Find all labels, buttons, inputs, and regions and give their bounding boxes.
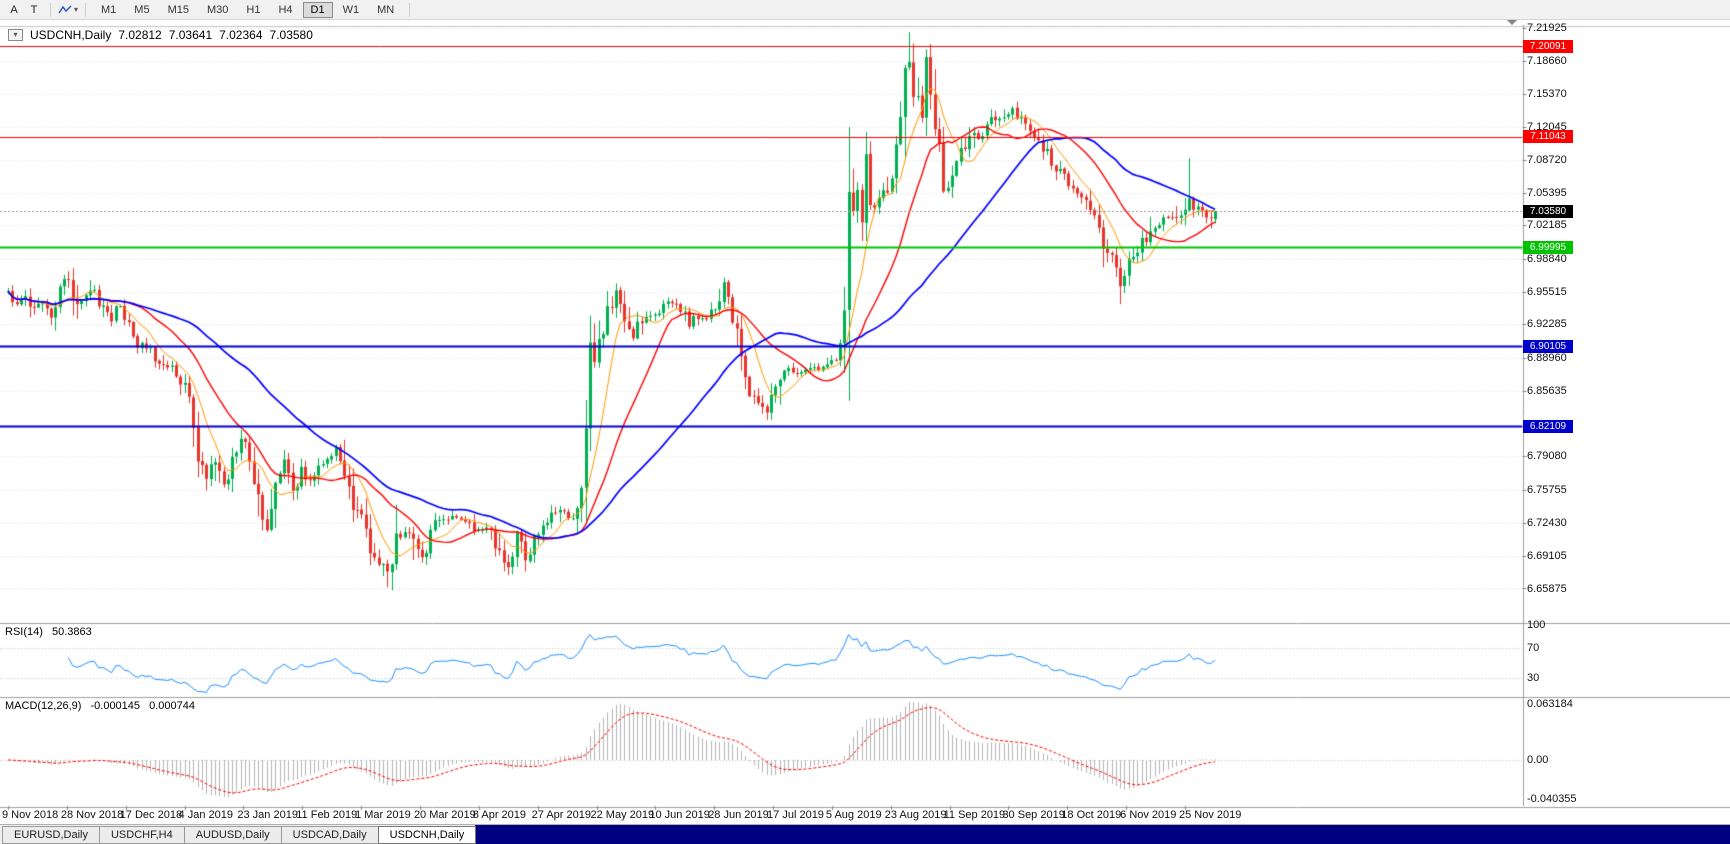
- chart-tab-usdcad[interactable]: USDCAD,Daily: [280, 826, 379, 844]
- timeframe-m15-button[interactable]: M15: [167, 3, 189, 16]
- macd-main-value: -0.000145: [90, 700, 141, 712]
- chart-tab-usdcnh[interactable]: USDCNH,Daily: [377, 826, 477, 844]
- price-axis-label: 6.92285: [1527, 318, 1567, 331]
- date-axis-label: 20 Mar 2019: [413, 809, 476, 821]
- macd-signal-value: 0.000744: [149, 700, 195, 712]
- rsi-value: 50.3863: [51, 626, 92, 638]
- price-axis-label: 7.05395: [1527, 187, 1567, 200]
- date-axis-label: 1 Mar 2019: [355, 809, 411, 821]
- date-axis-label: 5 Aug 2019: [825, 809, 882, 821]
- date-axis-label: 10 Jun 2019: [649, 809, 710, 821]
- macd-scale-label: 0.00: [1527, 754, 1549, 766]
- price-axis-label: 7.15370: [1527, 87, 1567, 100]
- date-axis-label: 27 Apr 2019: [531, 809, 591, 821]
- date-axis-label: 25 Nov 2019: [1179, 809, 1242, 821]
- date-axis-label: 17 Dec 2018: [119, 809, 183, 821]
- date-axis-label: 22 May 2019: [590, 809, 655, 821]
- price-axis-label: 6.88960: [1527, 351, 1567, 364]
- price-axis-label: 7.12045: [1527, 120, 1567, 133]
- price-axis-label: 7.21925: [1527, 22, 1567, 34]
- date-axis-label: 23 Aug 2019: [884, 809, 947, 821]
- zigzag-icon: [58, 5, 72, 13]
- timeframe-m30-button[interactable]: M30: [206, 3, 229, 16]
- chart-tabs: EURUSD,Daily USDCHF,H4 AUDUSD,Daily USDCAD,…: [0, 825, 477, 844]
- cursor-mode-button[interactable]: ▾: [57, 1, 79, 18]
- date-axis-label: 4 Jan 2019: [178, 809, 233, 821]
- price-axis-label: 6.75755: [1527, 483, 1567, 496]
- level-price-badge: 7.20091: [1523, 39, 1573, 53]
- rsi-name: RSI(14): [5, 626, 43, 638]
- rsi-scale-label: 70: [1527, 641, 1540, 654]
- timeframe-m5-button[interactable]: M5: [134, 3, 150, 16]
- date-axis-label: 28 Jun 2019: [708, 809, 769, 821]
- timeframe-m1-button[interactable]: M1: [101, 3, 117, 16]
- timeframe-h4-button[interactable]: H4: [278, 3, 293, 16]
- date-axis-label: 18 Oct 2019: [1061, 809, 1122, 821]
- timeframe-d1-button[interactable]: D1: [302, 1, 333, 18]
- date-axis-label: 8 Apr 2019: [472, 809, 527, 821]
- one-click-trading-toggle[interactable]: ▾: [8, 29, 23, 41]
- level-price-badge: 6.90105: [1523, 339, 1573, 353]
- chart-title: ▾ USDCNH,Daily 7.02812 7.03641 7.02364 7…: [8, 28, 313, 42]
- rsi-scale-label: 100: [1527, 619, 1546, 631]
- date-axis-label: 11 Feb 2019: [296, 809, 358, 821]
- timeframe-h1-button[interactable]: H1: [246, 3, 261, 16]
- level-price-badge: 6.99995: [1523, 240, 1573, 254]
- date-axis-label: 11 Sep 2019: [943, 809, 1006, 821]
- price-axis-label: 6.95515: [1527, 286, 1567, 299]
- chart-tabbar: EURUSD,Daily USDCHF,H4 AUDUSD,Daily USDCAD,…: [0, 824, 1730, 844]
- timeframe-mn-button[interactable]: MN: [377, 3, 395, 16]
- price-axis-label: 6.69105: [1527, 550, 1567, 563]
- rsi-pane-title: RSI(14) 50.3863: [5, 626, 92, 638]
- current-price-badge: 7.03580: [1523, 204, 1573, 218]
- ohlc-close: 7.03580: [269, 28, 313, 42]
- ohlc-open: 7.02812: [118, 28, 162, 42]
- date-axis-label: 17 Jul 2019: [767, 809, 824, 821]
- price-axis-label: 6.79080: [1527, 450, 1567, 463]
- price-axis-label: 7.08720: [1527, 154, 1567, 167]
- level-price-badge: 7.11043: [1523, 130, 1573, 144]
- macd-scale-label: -0.040355: [1527, 793, 1577, 805]
- price-axis-label: 6.85635: [1527, 384, 1567, 397]
- annotation-tool-button[interactable]: A: [10, 3, 18, 16]
- toolbar-separator: [85, 2, 87, 17]
- toolbar-separator: [50, 2, 51, 17]
- date-axis-label: 9 Nov 2018: [2, 809, 59, 821]
- price-axis-label: 7.02185: [1527, 219, 1567, 232]
- level-price-badge: 6.82109: [1523, 419, 1573, 433]
- date-axis-label: 28 Nov 2018: [60, 809, 124, 821]
- toolbar: A T ▾ M1 M5 M15 M30 H1 H4 D1 W1 MN: [0, 0, 1730, 20]
- date-axis-label: 30 Sep 2019: [1002, 809, 1065, 821]
- timeframe-group: M1 M5 M15 M30 H1 H4 D1 W1 MN: [92, 1, 403, 18]
- date-axis-label: 6 Nov 2019: [1120, 809, 1177, 821]
- price-axis-label: 6.65875: [1527, 582, 1567, 595]
- chart-tab-eurusd[interactable]: EURUSD,Daily: [2, 826, 100, 844]
- price-axis-label: 7.18660: [1527, 54, 1567, 67]
- ohlc-low: 7.02364: [219, 28, 263, 42]
- text-tool-button[interactable]: T: [30, 3, 38, 16]
- price-axis-label: 6.72430: [1527, 516, 1567, 529]
- date-axis-label: 23 Jan 2019: [237, 809, 298, 821]
- rsi-scale-label: 30: [1527, 671, 1540, 684]
- chevron-down-icon: ▾: [74, 5, 79, 14]
- toolbar-separator: [409, 2, 411, 17]
- macd-scale-label: 0.063184: [1527, 698, 1573, 710]
- timeframe-w1-button[interactable]: W1: [342, 3, 360, 16]
- macd-pane-title: MACD(12,26,9) -0.000145 0.000744: [5, 700, 195, 712]
- ohlc-high: 7.03641: [168, 28, 213, 42]
- tabbar-fill: [475, 825, 1730, 844]
- price-axis-label: 6.98840: [1527, 252, 1567, 265]
- chart-tab-usdchf[interactable]: USDCHF,H4: [98, 826, 185, 844]
- macd-name: MACD(12,26,9): [5, 700, 82, 712]
- symbol-period-label: USDCNH,Daily: [30, 28, 112, 42]
- chart-tab-audusd[interactable]: AUDUSD,Daily: [183, 826, 282, 844]
